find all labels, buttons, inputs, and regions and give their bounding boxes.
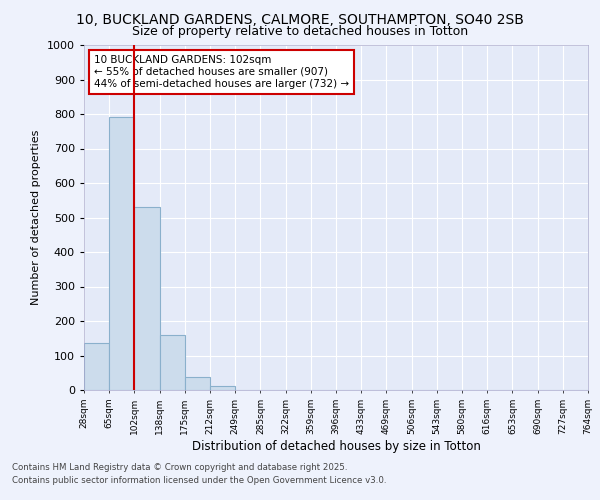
- Bar: [109, 118, 134, 390]
- Bar: [210, 386, 235, 390]
- Bar: [185, 377, 210, 390]
- Bar: [160, 335, 185, 390]
- X-axis label: Distribution of detached houses by size in Totton: Distribution of detached houses by size …: [191, 440, 481, 452]
- Bar: [134, 207, 160, 390]
- Text: Size of property relative to detached houses in Totton: Size of property relative to detached ho…: [132, 25, 468, 38]
- Text: 10 BUCKLAND GARDENS: 102sqm
← 55% of detached houses are smaller (907)
44% of se: 10 BUCKLAND GARDENS: 102sqm ← 55% of det…: [94, 56, 349, 88]
- Y-axis label: Number of detached properties: Number of detached properties: [31, 130, 41, 305]
- Text: 10, BUCKLAND GARDENS, CALMORE, SOUTHAMPTON, SO40 2SB: 10, BUCKLAND GARDENS, CALMORE, SOUTHAMPT…: [76, 12, 524, 26]
- Text: Contains HM Land Registry data © Crown copyright and database right 2025.: Contains HM Land Registry data © Crown c…: [12, 464, 347, 472]
- Bar: [84, 344, 109, 390]
- Text: Contains public sector information licensed under the Open Government Licence v3: Contains public sector information licen…: [12, 476, 386, 485]
